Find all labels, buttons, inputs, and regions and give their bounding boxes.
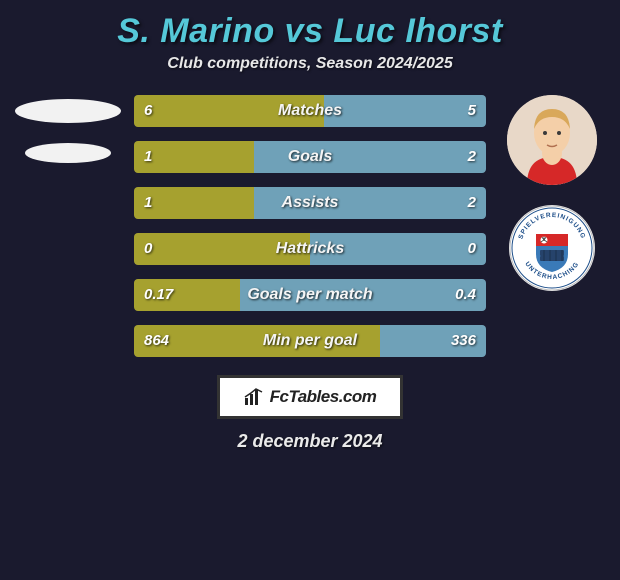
player2-avatar [507,95,597,185]
club-logo-svg: SPIELVEREINIGUNG UNTERHACHING [509,205,595,291]
stat-value-left: 6 [134,95,162,127]
stat-value-right: 2 [458,187,486,219]
page-title: S. Marino vs Luc Ihorst [0,12,620,51]
stat-row: 12Goals [134,141,486,173]
stat-row: 65Matches [134,95,486,127]
chart-icon [244,388,264,406]
stat-value-left: 0 [134,233,162,265]
stat-bar-right [254,141,486,173]
avatar-svg [507,95,597,185]
stat-value-left: 864 [134,325,179,357]
player1-placeholder-shape-2 [25,143,111,163]
stat-value-left: 0.17 [134,279,183,311]
stat-bar-right [254,187,486,219]
stat-value-right: 336 [441,325,486,357]
stat-value-left: 1 [134,187,162,219]
stat-row: 12Assists [134,187,486,219]
stat-bar-left [134,95,324,127]
stat-value-right: 0 [458,233,486,265]
stat-value-right: 5 [458,95,486,127]
player1-placeholder-shape-1 [15,99,121,123]
stat-row: 0.170.4Goals per match [134,279,486,311]
player2-club-logo: SPIELVEREINIGUNG UNTERHACHING [509,205,595,291]
right-side: SPIELVEREINIGUNG UNTERHACHING [492,95,612,291]
comparison-content: 65Matches12Goals12Assists00Hattricks0.17… [0,95,620,357]
stat-row: 00Hattricks [134,233,486,265]
stat-value-left: 1 [134,141,162,173]
left-side [8,95,128,163]
stat-value-right: 2 [458,141,486,173]
stat-bars: 65Matches12Goals12Assists00Hattricks0.17… [128,95,492,357]
branding-label: FcTables.com [270,387,377,407]
branding-box: FcTables.com [217,375,403,419]
generated-date: 2 december 2024 [0,431,620,452]
page-subtitle: Club competitions, Season 2024/2025 [0,55,620,73]
stat-value-right: 0.4 [445,279,486,311]
stat-row: 864336Min per goal [134,325,486,357]
